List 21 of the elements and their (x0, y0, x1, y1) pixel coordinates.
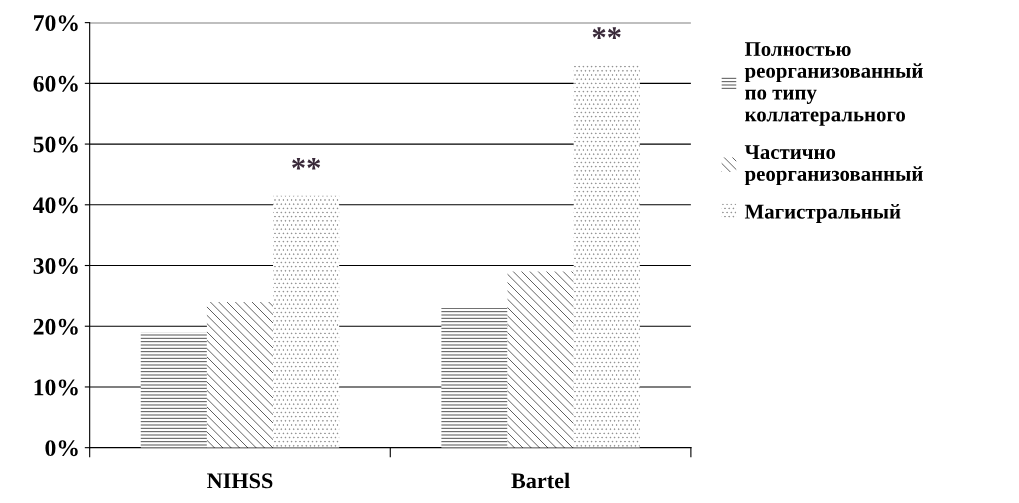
y-tick-label: 20% (33, 318, 78, 335)
legend-label: Магистральный (744, 204, 901, 223)
y-tick-label: 30% (33, 258, 78, 275)
bar (573, 65, 640, 448)
x-tick-label: NIHSS (207, 473, 273, 489)
bar (140, 332, 207, 448)
bar (273, 195, 340, 448)
legend-label: Полностью реорганизованный по типу коллатерального (744, 42, 923, 126)
annotation: ** (292, 157, 321, 170)
legend-label: Частично реорганизованный (744, 145, 923, 186)
bar (507, 271, 574, 448)
y-tick-label: 40% (33, 197, 78, 214)
y-tick-label: 70% (34, 15, 78, 32)
y-tick-label: 0% (45, 440, 78, 457)
bar (206, 301, 274, 448)
annotation: ** (592, 27, 621, 39)
y-tick-label: 50% (33, 136, 78, 153)
y-tick-label: 60% (33, 75, 78, 92)
bar (441, 308, 508, 448)
x-tick-label: Bartel (511, 472, 570, 489)
y-tick-label: 10% (34, 379, 78, 396)
